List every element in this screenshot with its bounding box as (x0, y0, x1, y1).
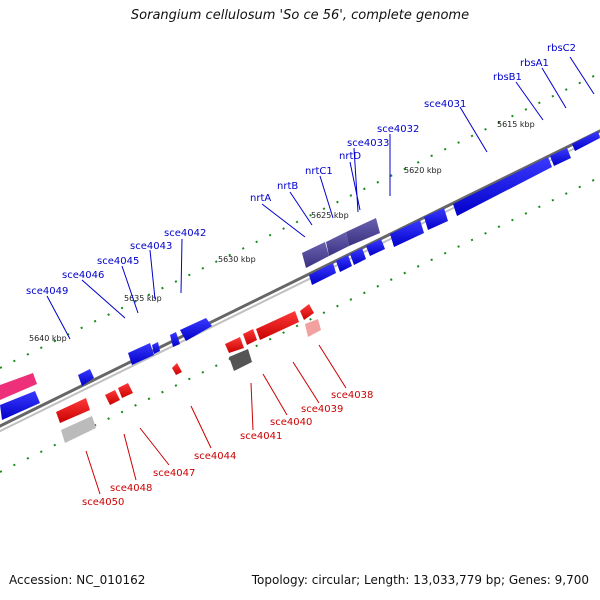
forward-labels: rbsC2 rbsA1 rbsB1 sce4031 sce4032 sce403… (26, 43, 576, 297)
gene-sce4050-gray (61, 416, 96, 443)
label-nrtd: nrtD (339, 151, 361, 162)
genome-backbone (0, 129, 600, 433)
reverse-labels: sce4038 sce4039 sce4040 sce4041 sce4044 … (82, 390, 373, 508)
label-sce4044: sce4044 (194, 451, 236, 462)
gene-sce4042 (180, 318, 212, 341)
gene-sce4050-red (56, 398, 90, 423)
label-sce4039: sce4039 (301, 404, 343, 415)
kbp-scale: 5615 kbp 5620 kbp 5625 kbp 5630 kbp 5635… (29, 120, 535, 343)
label-sce4042: sce4042 (164, 228, 206, 239)
gene-nrtc1 (350, 248, 366, 265)
gene-nrta (309, 263, 336, 285)
gene-sce4047 (118, 383, 133, 398)
operon-nrt-3 (346, 218, 380, 246)
gene-rbsc2 (572, 131, 600, 151)
label-sce4043: sce4043 (130, 241, 172, 252)
label-rbsb1: rbsB1 (493, 72, 522, 83)
gene-sce4033 (390, 220, 424, 247)
gene-sce4041-a (243, 329, 257, 345)
accession-text: Accession: NC_010162 (9, 573, 146, 587)
kbp-label-5630: 5630 kbp (218, 255, 256, 264)
kbp-label-5625: 5625 kbp (311, 211, 349, 220)
label-sce4047: sce4047 (153, 468, 195, 479)
gene-sce4031 (453, 157, 552, 216)
label-rbsa1: rbsA1 (520, 58, 549, 69)
kbp-label-5635: 5635 kbp (124, 294, 162, 303)
kbp-label-5615: 5615 kbp (497, 120, 535, 129)
gene-left-magenta (0, 373, 37, 400)
operon-nrt-1 (302, 242, 329, 268)
forward-label-leaders (46, 56, 595, 340)
gene-sce4043 (170, 332, 180, 347)
label-sce4050: sce4050 (82, 497, 124, 508)
label-nrta: nrtA (250, 193, 271, 204)
kbp-label-5620: 5620 kbp (404, 166, 442, 175)
reverse-label-leaders (85, 344, 347, 495)
label-sce4033: sce4033 (347, 138, 389, 149)
operon-nrt-2 (326, 232, 349, 256)
gene-left-blue (0, 391, 40, 420)
label-nrtc1: nrtC1 (305, 166, 333, 177)
label-rbsc2: rbsC2 (547, 43, 576, 54)
gene-sce4044 (172, 363, 182, 375)
label-nrtb: nrtB (277, 181, 298, 192)
gene-sce4049 (78, 369, 94, 386)
forward-genes (0, 131, 600, 420)
label-sce4046: sce4046 (62, 270, 104, 281)
gene-sce4041-dark (229, 349, 252, 371)
gene-sce4039 (300, 304, 314, 320)
label-sce4038: sce4038 (331, 390, 373, 401)
gene-sce4045 (152, 342, 160, 354)
gene-sce4041-b (225, 337, 244, 353)
gene-sce4046 (128, 343, 154, 365)
gene-sce4032 (424, 208, 448, 230)
label-sce4041: sce4041 (240, 431, 282, 442)
map-title: Sorangium cellulosum 'So ce 56', complet… (130, 8, 470, 23)
forward-tick-track (0, 72, 600, 369)
label-sce4031: sce4031 (424, 99, 466, 110)
gene-sce4038 (305, 319, 321, 337)
label-sce4048: sce4048 (110, 483, 152, 494)
topology-text: Topology: circular; Length: 13,033,779 b… (251, 573, 589, 587)
label-sce4049: sce4049 (26, 286, 68, 297)
gene-nrtb (336, 255, 352, 272)
gene-nrtd (366, 239, 385, 256)
label-sce4045: sce4045 (97, 256, 139, 267)
gene-rbsa1 (550, 148, 571, 166)
reverse-genes (56, 304, 321, 443)
gene-sce4048 (105, 390, 120, 405)
kbp-label-5640: 5640 kbp (29, 334, 67, 343)
label-sce4032: sce4032 (377, 124, 419, 135)
label-sce4040: sce4040 (270, 417, 312, 428)
gene-sce4040 (256, 311, 299, 340)
